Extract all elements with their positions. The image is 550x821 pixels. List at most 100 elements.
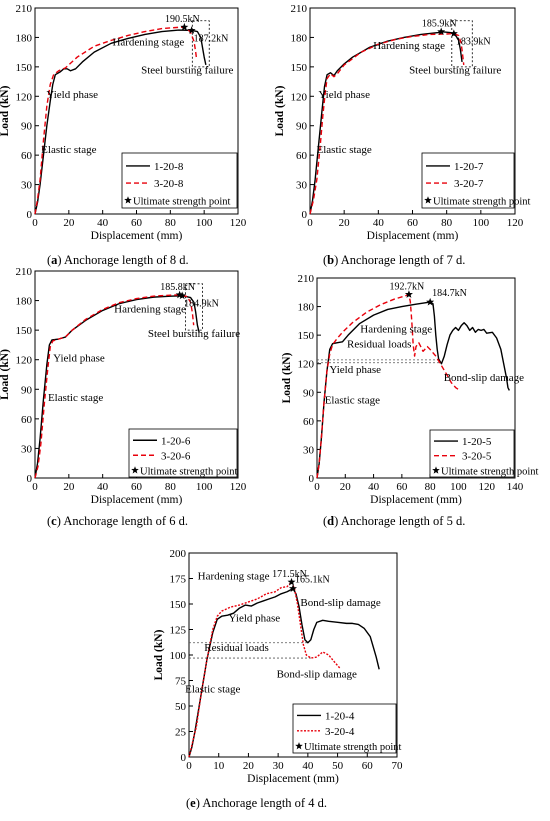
y-tick-label-e-8: 200 [170, 548, 187, 560]
x-tick-label-a-4: 80 [165, 217, 177, 229]
x-tick-label-d-2: 40 [368, 481, 380, 493]
x-tick-label-b-4: 80 [441, 217, 453, 229]
y-tick-label-a-2: 60 [21, 150, 33, 162]
y-tick-label-a-6: 180 [16, 32, 33, 44]
caption-b-text: Anchorage length of 7 d. [340, 253, 466, 267]
ultimate-point-a-1 [187, 26, 196, 34]
caption-e-text: Anchorage length of 4 d. [202, 796, 327, 810]
series-line-b-3-20-7 [309, 32, 465, 215]
legend-star-e [295, 742, 303, 750]
ultimate-label-b-0: 185.9kN [422, 19, 457, 30]
legend-d: 1-20-5 3-20-5 Ultimate strength point [429, 429, 538, 478]
x-tick-label-c-5: 100 [196, 481, 213, 493]
legend-a: 1-20-8 3-20-8 Ultimate strength point [121, 152, 238, 209]
ultimate-point-e-0 [287, 577, 296, 586]
ultimate-label-a-1: 187.2kN [194, 33, 229, 44]
x-tick-label-a-0: 0 [32, 217, 38, 229]
legend-label-e-2: Ultimate strength point [304, 742, 401, 753]
legend-star-b [424, 196, 432, 204]
plot-frame-d [316, 277, 516, 479]
legend-box-d [429, 429, 515, 478]
x-tick-label-d-3: 60 [396, 481, 408, 493]
y-tick-label-b-0: 0 [302, 209, 308, 221]
legend-label-c-2: Ultimate strength point [140, 466, 237, 477]
x-tick-label-b-2: 40 [373, 217, 385, 229]
y-tick-label-d-6: 180 [298, 302, 315, 314]
x-tick-label-d-1: 20 [340, 481, 352, 493]
y-axis-label-d: Load (kN) [281, 352, 293, 403]
caption-d-text: Anchorage length of 5 d. [340, 514, 466, 528]
legend-label-e-0: 1-20-4 [325, 710, 355, 722]
x-axis-label-a: Displacement (mm) [91, 230, 183, 242]
x-tick-label-e-4: 40 [302, 760, 314, 772]
chart-panel-c: 0 20 40 60 80 100 120 0 30 60 90 120 150 180 210 Displa… [0, 266, 247, 506]
series-line-d-1-20-5 [316, 301, 510, 479]
y-tick-label-c-7: 210 [16, 266, 33, 278]
y-axis-label-c: Load (kN) [0, 349, 11, 400]
x-tick-label-e-6: 60 [362, 760, 374, 772]
y-tick-label-d-0: 0 [309, 473, 315, 485]
x-tick-label-a-2: 40 [97, 217, 109, 229]
annotation-b-0: Hardening stage [373, 40, 445, 52]
legend-star-c [131, 466, 139, 474]
caption-b: (b) Anchorage length of 7 d. [323, 253, 466, 267]
y-axis-label-b: Load (kN) [274, 85, 286, 136]
x-tick-label-d-7: 140 [507, 481, 524, 493]
legend-star-d [432, 466, 440, 474]
y-tick-label-e-2: 50 [175, 701, 187, 713]
failure-box-c [185, 283, 203, 331]
chart-panel-e: 0 10 20 30 40 50 60 70 0 25 50 75 100 125 150 175 200 Dis… [153, 548, 403, 785]
y-tick-label-b-7: 210 [291, 3, 308, 15]
annotation-a-1: Steel bursting failure [141, 65, 233, 77]
annotation-b-2: Yield phase [318, 89, 370, 101]
caption-c-text: Anchorage length of 6 d. [63, 514, 188, 528]
legend-box-e [292, 703, 397, 754]
ultimate-point-d-0 [404, 290, 413, 298]
caption-c-letter: c [51, 514, 57, 528]
legend-label-a-1: 3-20-8 [154, 178, 184, 190]
series-line-d-3-20-5 [316, 293, 459, 479]
annotation-e-4: Bond-slip damage [277, 668, 357, 680]
y-tick-label-c-2: 60 [21, 414, 33, 426]
x-tick-label-c-4: 80 [165, 481, 177, 493]
series-line-c-3-20-6 [34, 294, 195, 479]
y-tick-label-d-2: 60 [303, 416, 315, 428]
ultimate-label-c-0: 185.8kN [160, 282, 195, 293]
annotation-c-1: Steel bursting failure [148, 328, 240, 340]
caption-e: (e) Anchorage length of 4 d. [186, 796, 327, 810]
annotation-e-0: Hardening stage [198, 571, 270, 583]
y-tick-label-b-2: 60 [296, 150, 308, 162]
x-tick-label-d-0: 0 [314, 481, 320, 493]
caption-b-letter: b [327, 253, 335, 267]
x-tick-label-c-6: 120 [230, 481, 247, 493]
ultimate-point-e-1 [289, 584, 297, 592]
caption-a-letter: a [51, 253, 58, 267]
y-tick-label-e-6: 150 [170, 599, 187, 611]
x-tick-label-b-3: 60 [407, 217, 419, 229]
failure-box-a [191, 20, 210, 68]
annotation-a-3: Elastic stage [41, 144, 96, 156]
x-axis-label-e: Displacement (mm) [247, 773, 339, 785]
x-tick-label-d-5: 100 [450, 481, 467, 493]
ultimate-point-b-0 [437, 27, 446, 36]
legend-label-a-0: 1-20-8 [154, 161, 184, 173]
y-tick-label-e-5: 125 [170, 625, 187, 637]
series-line-a-1-20-8 [34, 29, 207, 215]
annotation-b-1: Steel bursting failure [409, 65, 501, 77]
y-tick-label-e-0: 0 [181, 752, 187, 764]
y-tick-label-a-5: 150 [16, 62, 33, 74]
annotation-c-3: Elastic stage [48, 392, 103, 404]
y-tick-label-e-1: 25 [175, 727, 187, 739]
x-tick-label-e-7: 70 [392, 760, 404, 772]
ultimate-label-e-0: 171.5kN [272, 569, 307, 580]
x-tick-label-e-3: 30 [273, 760, 285, 772]
y-axis-label-a: Load (kN) [0, 85, 11, 136]
y-tick-label-e-3: 75 [175, 676, 187, 688]
y-tick-label-c-6: 180 [16, 296, 33, 308]
caption-c: (c) Anchorage length of 6 d. [47, 514, 188, 528]
legend-label-b-0: 1-20-7 [454, 161, 484, 173]
x-tick-label-b-5: 100 [473, 217, 490, 229]
caption-a: (a) Anchorage length of 8 d. [47, 253, 189, 267]
x-axis-label-d: Displacement (mm) [370, 494, 462, 506]
